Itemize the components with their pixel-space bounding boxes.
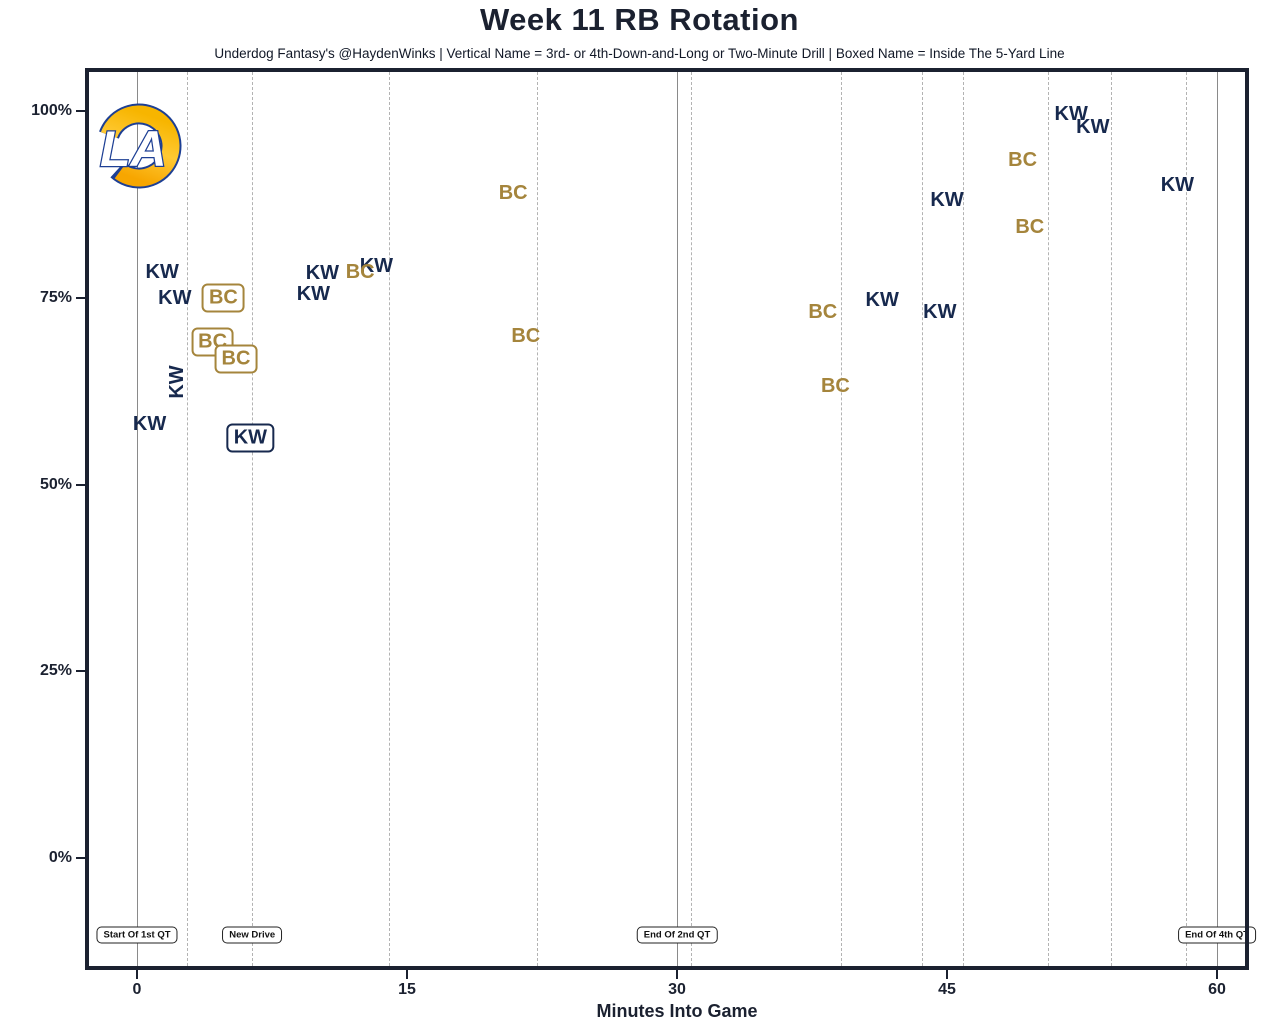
data-point-kw-boxed: KW [226,423,275,453]
quarter-gridline [1217,72,1218,966]
data-point-kw: KW [158,286,192,309]
data-point-kw: KW [145,260,179,283]
data-point-bc-boxed: BC [201,283,245,313]
data-point-kw: KW [1160,173,1195,196]
y-tick-label: 100% [31,102,72,119]
data-point-kw: KW [865,288,899,311]
logo-letters: LA [100,121,167,177]
data-point-kw: KW [930,188,964,211]
y-tick-mark [76,110,85,112]
la-rams-logo-icon: LA [96,103,182,189]
x-tick-label: 45 [938,981,956,998]
data-point-bc: BC [1015,215,1045,238]
data-point-bc: BC [1008,149,1038,172]
x-tick-label: 30 [668,981,686,998]
x-tick-mark [1216,970,1218,979]
quarter-annotation: Start Of 1st QT [96,926,178,944]
x-tick-mark [136,970,138,979]
chart-subtitle: Underdog Fantasy's @HaydenWinks | Vertic… [214,46,1065,61]
y-tick-label: 0% [48,849,72,866]
data-point-kw: KW [359,255,394,278]
quarter-gridline [137,72,138,966]
x-tick-label: 60 [1208,981,1226,998]
data-point-kw: KW [923,300,957,323]
x-tick-label: 15 [398,981,416,998]
data-point-kw: KW [132,412,167,435]
new-drive-gridline [187,72,189,966]
x-tick-mark [406,970,408,979]
plot-border [85,68,1249,970]
new-drive-gridline [252,72,254,966]
new-drive-gridline [921,72,923,966]
data-point-kw: KW [296,283,331,305]
x-tick-mark [676,970,678,979]
new-drive-gridline [1047,72,1049,966]
y-tick-mark [76,483,85,486]
chart-title: Week 11 RB Rotation [479,2,799,37]
data-point-kw: KW [1076,115,1110,138]
new-drive-gridline [963,72,965,966]
y-tick-mark [76,857,85,859]
new-drive-gridline [691,72,693,966]
y-tick-mark [76,296,85,299]
quarter-annotation: End Of 2nd QT [636,926,718,944]
x-axis-label: Minutes Into Game [596,1001,758,1021]
data-point-kw: KW [1054,102,1088,125]
new-drive-gridline [840,72,842,966]
x-tick-label: 0 [132,981,142,998]
data-point-bc: BC [808,300,838,323]
y-tick-mark [76,670,85,673]
y-tick-label: 25% [39,662,72,680]
new-drive-gridline [389,72,390,966]
y-tick-label: 50% [39,475,72,493]
data-point-bc: BC [820,374,850,397]
data-point-kw: KW [305,262,340,285]
x-tick-mark [946,970,948,979]
quarter-gridline [677,72,678,966]
new-drive-gridline [1110,72,1112,966]
new-drive-gridline [1186,72,1188,966]
data-point-bc: BC [511,324,541,347]
data-point-bc: BC [345,261,375,284]
new-drive-annotation: New Drive [222,926,283,944]
data-point-bc: BC [498,182,528,205]
data-point-bc-boxed: BC [214,344,258,374]
quarter-annotation: End Of 4th QT [1178,926,1256,944]
y-tick-label: 75% [39,288,72,306]
new-drive-gridline [536,72,538,966]
